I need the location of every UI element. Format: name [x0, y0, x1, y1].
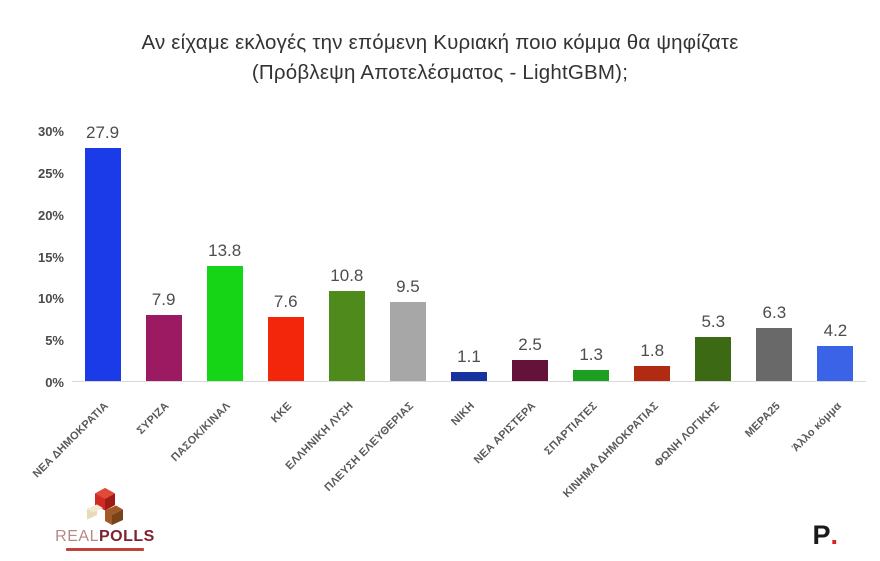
y-tick-label: 5% — [45, 333, 64, 349]
plot-area: 27.9 7.9 13.8 7.6 10.8 9.5 1.1 2.5 1.3 1.8 5.3 6.3 4… — [72, 123, 866, 382]
bar — [389, 301, 426, 381]
y-tick-label: 10% — [37, 291, 64, 307]
chart-title: Αν είχαμε εκλογές την επόμενη Κυριακή πο… — [0, 28, 880, 88]
bar — [756, 328, 793, 381]
bar-group: 10.8 — [316, 131, 377, 381]
bar-value-label: 1.3 — [579, 345, 603, 365]
bar — [328, 290, 365, 381]
bar-group: 9.5 — [377, 131, 438, 381]
bar-value-label: 13.8 — [208, 240, 242, 260]
x-category-label: ΝΙΚΗ — [449, 400, 478, 429]
bar-value-label: 27.9 — [85, 122, 120, 142]
x-category-label: ΠΑΣΟΚ/ΚΙΝΑΛ — [169, 400, 234, 464]
bar-group: 2.5 — [500, 131, 561, 381]
x-category-label: ΜΕΡΑ25 — [742, 400, 783, 440]
bar-value-label: 6.3 — [762, 303, 787, 323]
y-tick-label: 30% — [37, 124, 64, 139]
bar — [817, 345, 854, 381]
x-axis-labels: ΝΕΑ ΔΗΜΟΚΡΑΤΙΑ ΣΥΡΙΖΑ ΠΑΣΟΚ/ΚΙΝΑΛ ΚΚΕ ΕΛΛΗΝΙ… — [31, 390, 866, 500]
bar — [267, 317, 304, 381]
bar-group: 1.8 — [622, 131, 683, 381]
y-tick-label: 0% — [45, 375, 64, 390]
x-category-label: ΝΕΑ ΔΗΜΟΚΡΑΤΙΑ — [30, 400, 112, 481]
bar — [206, 265, 243, 381]
bar-group: 1.3 — [561, 131, 622, 381]
bar-group: 7.6 — [255, 131, 316, 381]
bar-value-label: 9.5 — [396, 276, 420, 296]
bar — [573, 370, 610, 381]
x-category-label: ΦΩΝΗ ΛΟΓΙΚΗΣ — [652, 400, 722, 470]
bar — [450, 371, 487, 381]
chart-title-line-1: Αν είχαμε εκλογές την επόμενη Κυριακή πο… — [141, 31, 739, 54]
bar-group: 7.9 — [133, 131, 194, 381]
bar-value-label: 1.8 — [640, 340, 665, 360]
bar — [84, 147, 121, 381]
x-category-label: Άλλο κόμμα — [789, 400, 844, 455]
bar-value-label: 7.6 — [273, 292, 298, 312]
bar — [145, 314, 182, 381]
chart-title-line-2: (Πρόβλεψη Αποτελέσματος - LightGBM); — [251, 61, 629, 84]
p-brand-logo: P. — [812, 520, 838, 551]
realpolls-logo: REALPOLLS — [40, 487, 170, 551]
y-tick-label: 20% — [37, 207, 64, 223]
realpolls-word-real: REAL — [55, 528, 99, 545]
x-category-label: ΣΠΑΡΤΙΑΤΕΣ — [542, 400, 600, 458]
x-category-label: ΚΚΕ — [268, 400, 295, 426]
bar-value-label: 7.9 — [151, 289, 176, 309]
bar-group: 5.3 — [683, 131, 744, 381]
bar-group: 4.2 — [805, 131, 866, 381]
realpolls-wordmark: REALPOLLS — [40, 529, 170, 545]
bar-group: 1.1 — [438, 131, 499, 381]
bar-chart: 30% 25% 20% 15% 10% 5% 0% 27.9 7.9 13.8 7.6 10.8 9.… — [0, 118, 880, 500]
y-tick-label: 25% — [37, 165, 64, 181]
bar-group: 27.9 — [72, 123, 133, 381]
realpolls-cube-icon — [87, 488, 123, 525]
bar-group: 13.8 — [194, 131, 255, 381]
bar — [512, 360, 549, 381]
p-logo-letter: P — [812, 520, 831, 550]
bar — [695, 336, 732, 381]
bar-group: 6.3 — [744, 131, 805, 381]
realpolls-word-polls: POLLS — [98, 528, 155, 545]
bar — [634, 365, 671, 381]
bar-value-label: 2.5 — [518, 335, 542, 355]
bar-value-label: 4.2 — [823, 320, 848, 340]
realpolls-tagline — [66, 548, 144, 551]
p-logo-red-dot: . — [830, 520, 838, 550]
x-category-label: ΝΕΑ ΑΡΙΣΤΕΡΑ — [472, 400, 539, 467]
x-category-label: ΣΥΡΙΖΑ — [135, 400, 173, 437]
y-tick-label: 15% — [37, 249, 64, 265]
bar-value-label: 10.8 — [330, 265, 364, 285]
bar-value-label: 1.1 — [457, 346, 481, 366]
bar-value-label: 5.3 — [701, 311, 726, 331]
